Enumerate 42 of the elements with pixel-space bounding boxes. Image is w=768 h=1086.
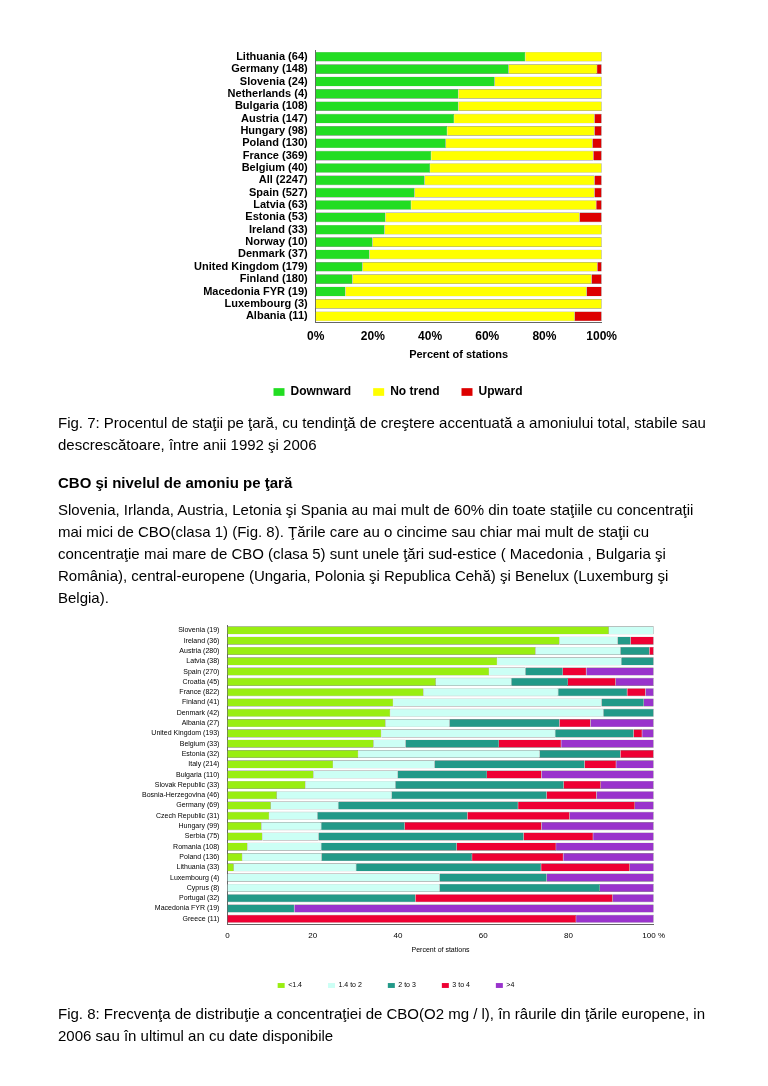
chart-subtitle: Slovenia, Irlanda, Austria, Letonia şi Spania au mai mult de 60% din toate staţiile cu concentraţii mai mici de CBO(clasa 1) (Fig. 8). Ţările care au o cincime sau chiar mai mult de staţii cu concentraţie mai mare de CBO (clasa 5) sunt unele ţări sud-estice ( Macedonia , Bulgaria şi România), central-europene (Ungaria, Polonia şi Republica Cehă) şi Benelux (Luxemburg şi Belgia). xyxy=(58,500,695,608)
y-tick-label: Latvia (63) xyxy=(253,198,308,211)
caption: Fig. 7: Procentul de staţii pe ţară, cu tendinţă de creştere accentuată a amoniului total, stabile sau descrescătoare, între anii 1992 şi 2006 xyxy=(58,413,707,455)
x-tick-label: 80 xyxy=(563,931,574,940)
y-tick-label: Lithuania (64) xyxy=(236,49,308,62)
x-axis-title: Percent of stations xyxy=(409,348,509,361)
x-tick-label: 100% xyxy=(586,328,618,343)
y-tick-label: France (369) xyxy=(242,148,308,161)
y-tick-label: Germany (148) xyxy=(231,62,308,75)
legend-label: Upward xyxy=(478,384,523,399)
y-tick-label: Spain (527) xyxy=(248,185,308,198)
y-tick-label: Finland (180) xyxy=(239,272,308,285)
y-tick-label: Bulgaria (108) xyxy=(234,99,308,112)
chart-title: CBO şi nivelul de amoniu pe ţară xyxy=(58,474,294,491)
y-tick-label: Estonia (53) xyxy=(245,210,308,223)
y-tick-label: Luxembourg (3) xyxy=(224,296,308,309)
x-tick-label: 60 xyxy=(478,931,489,940)
y-tick-label: Albania (11) xyxy=(245,309,308,322)
y-tick-label: Netherlands (4) xyxy=(227,86,308,99)
y-tick-label: Poland (130) xyxy=(242,136,308,149)
y-tick-label: Austria (147) xyxy=(241,111,308,124)
x-tick-label: 0% xyxy=(307,328,325,343)
x-tick-label: 60% xyxy=(475,328,500,343)
y-tick-label: Norway (10) xyxy=(245,235,308,248)
legend-label: No trend xyxy=(390,384,440,399)
x-tick-label: 40 xyxy=(393,931,403,940)
y-tick-label: Ireland (33) xyxy=(248,222,308,235)
x-tick-label: 0 xyxy=(225,931,231,940)
y-tick-label: Slovenia (24) xyxy=(239,74,308,87)
x-tick-label: 20% xyxy=(360,328,386,343)
y-tick-label: United Kingdom (179) xyxy=(194,259,308,272)
x-tick-label: 100 % xyxy=(642,931,665,940)
caption: Fig. 8: Frecvenţa de distribuţie a concentraţiei de CBO(O2 mg / l), în râurile din ţările europene, in 2006 sau în ultimul an cu date disponibile xyxy=(58,1004,706,1046)
x-tick-label: 80% xyxy=(532,328,557,343)
y-tick-label: All (2247) xyxy=(258,173,308,186)
y-tick-label: Hungary (98) xyxy=(240,123,308,136)
legend-label: Downward xyxy=(290,384,352,399)
y-tick-label: Macedonia FYR (19) xyxy=(203,284,308,297)
x-tick-label: 40% xyxy=(418,328,443,343)
y-tick-label: Belgium (40) xyxy=(241,161,308,173)
x-tick-label: 20 xyxy=(308,931,318,940)
y-tick-label: Denmark (37) xyxy=(237,247,308,260)
